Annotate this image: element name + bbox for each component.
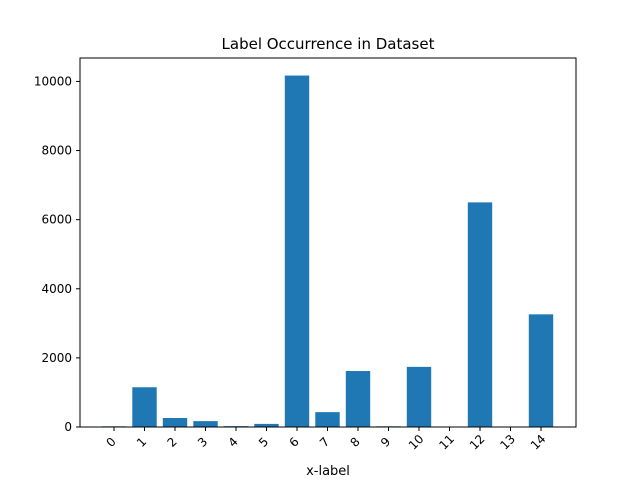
y-tick-label-2000: 2000 xyxy=(41,351,72,365)
y-tick-label-0: 0 xyxy=(64,420,72,434)
bar-12 xyxy=(467,202,493,427)
bar-8 xyxy=(345,371,371,427)
plot-area-frame xyxy=(79,57,577,428)
y-tick-label-6000: 6000 xyxy=(41,213,72,227)
bar-7 xyxy=(315,412,340,427)
y-ticks-group: 0 2000 4000 6000 8000 10000 xyxy=(34,74,80,434)
y-tick-label-4000: 4000 xyxy=(41,282,72,296)
bar-3 xyxy=(193,421,218,427)
bar-1 xyxy=(132,387,157,427)
x-axis-label: x-label xyxy=(306,464,350,479)
bar-6 xyxy=(284,75,310,428)
bar-10 xyxy=(406,366,432,427)
bar-2 xyxy=(162,418,188,427)
bar-5 xyxy=(254,423,279,427)
chart-title: Label Occurrence in Dataset xyxy=(222,35,435,53)
bars-group xyxy=(101,75,554,428)
y-tick-label-10000: 10000 xyxy=(34,74,72,88)
bar-14 xyxy=(528,314,554,427)
y-tick-label-8000: 8000 xyxy=(41,144,72,158)
